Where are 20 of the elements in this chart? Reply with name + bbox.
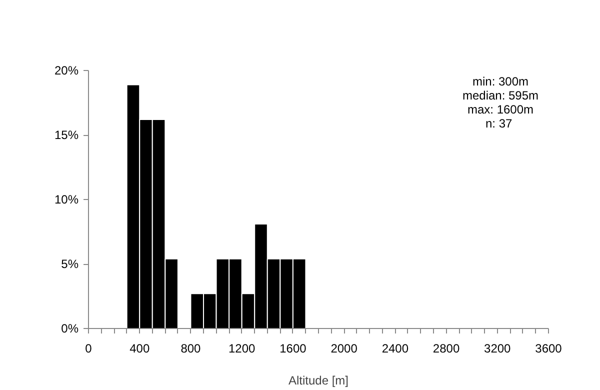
x-tick-label: 0 xyxy=(85,342,92,356)
x-tick-label: 2400 xyxy=(382,342,409,356)
y-tick-label: 20% xyxy=(54,64,79,78)
annotation: min: 300m xyxy=(472,74,529,88)
annotation: n: 37 xyxy=(485,116,513,130)
x-axis-title: Altitude [m] xyxy=(288,374,349,388)
x-tick-label: 400 xyxy=(130,342,150,356)
x-tick-label: 3200 xyxy=(484,342,512,356)
y-tick-label: 0% xyxy=(61,322,79,336)
annotation: max: 1600m xyxy=(467,102,534,116)
x-tick-label: 1600 xyxy=(280,342,307,356)
x-tick-label: 2800 xyxy=(432,342,460,356)
y-tick-label: 10% xyxy=(54,192,79,206)
x-tick-label: 1200 xyxy=(228,342,256,356)
y-tick-label: 5% xyxy=(61,257,79,271)
annotation: median: 595m xyxy=(462,88,539,102)
x-tick-label: 2000 xyxy=(330,342,358,356)
x-tick-label: 3600 xyxy=(535,342,562,356)
y-tick-label: 15% xyxy=(54,128,79,142)
x-tick-label: 800 xyxy=(180,342,202,356)
